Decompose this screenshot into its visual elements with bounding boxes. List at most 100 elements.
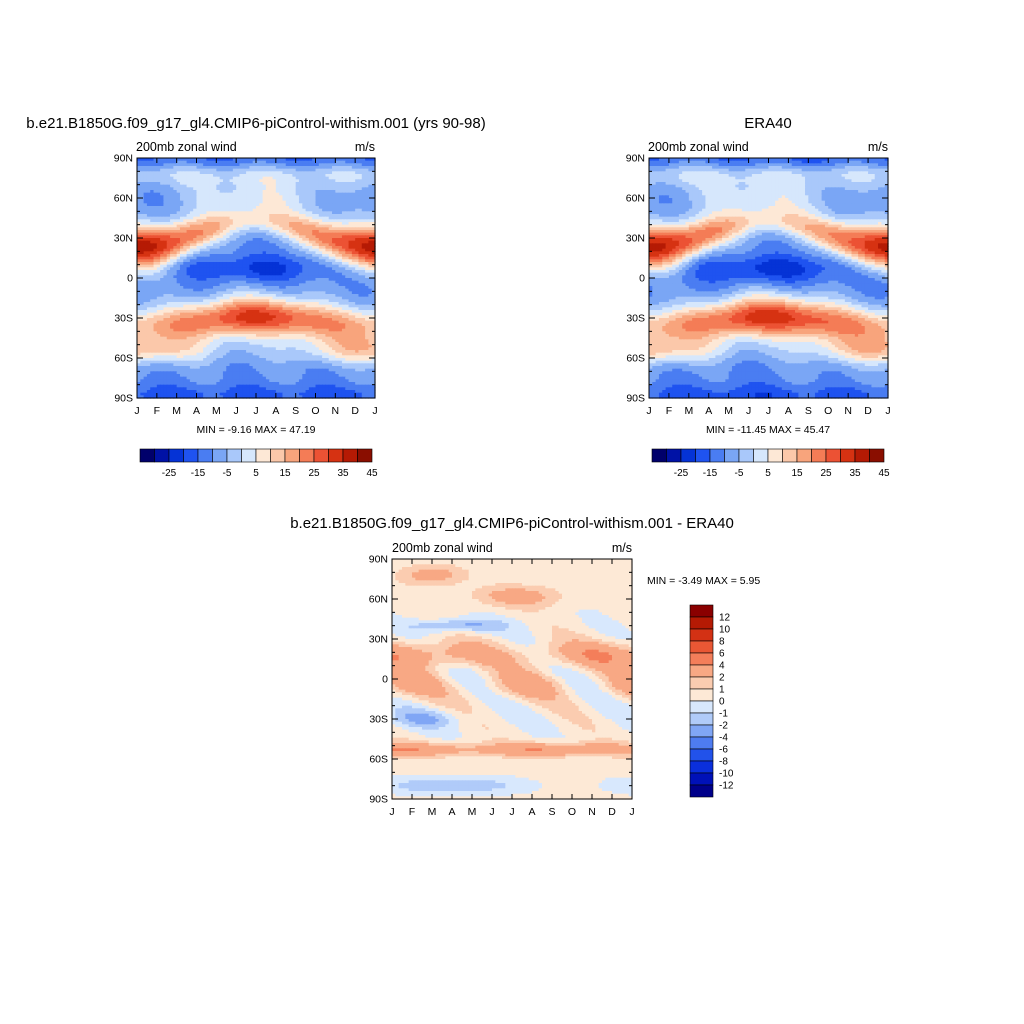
contour-cell — [199, 174, 204, 178]
contour-cell — [262, 160, 267, 164]
contour-cell — [176, 182, 181, 186]
contour-cell — [196, 166, 201, 170]
contour-cell — [305, 206, 310, 210]
contour-cell — [163, 211, 168, 215]
contour-cell — [365, 166, 369, 170]
contour-cell — [279, 158, 284, 162]
contour-cell — [335, 192, 340, 196]
contour-cell — [252, 190, 257, 194]
contour-cell — [275, 211, 280, 215]
contour-cell — [322, 203, 327, 207]
contour-cell — [358, 163, 363, 167]
contour-cell — [295, 190, 300, 194]
contour-cell — [226, 195, 231, 199]
contour-cell — [163, 216, 168, 220]
contour-cell — [199, 203, 204, 207]
contour-cell — [279, 160, 284, 164]
contour-cell — [289, 184, 293, 188]
contour-cell — [318, 187, 323, 191]
contour-cell — [246, 168, 250, 172]
contour-cell — [170, 206, 174, 210]
contour-cell — [216, 176, 221, 180]
contour-cell — [265, 195, 270, 199]
contour-cell — [279, 211, 284, 215]
contour-cell — [332, 160, 336, 164]
contour-cell — [358, 200, 363, 204]
contour-cell — [275, 171, 280, 175]
contour-cell — [322, 184, 327, 188]
contour-cell — [206, 163, 211, 167]
contour-cell — [176, 190, 181, 194]
contour-cell — [282, 182, 287, 186]
contour-cell — [341, 203, 346, 207]
contour-cell — [322, 190, 327, 194]
contour-cell — [222, 168, 227, 172]
contour-cell — [332, 195, 336, 199]
contour-cell — [348, 203, 353, 207]
contour-cell — [341, 163, 346, 167]
contour-cell — [341, 216, 346, 220]
contour-cell — [222, 187, 227, 191]
contour-cell — [345, 158, 350, 162]
contour-cell — [146, 192, 151, 196]
contour-cell — [348, 182, 353, 186]
contour-cell — [146, 203, 151, 207]
contour-cell — [305, 179, 310, 183]
contour-cell — [163, 190, 168, 194]
contour-cell — [262, 206, 267, 210]
contour-cell — [341, 160, 346, 164]
contour-cell — [351, 214, 356, 218]
contour-cell — [322, 166, 327, 170]
contour-cell — [193, 216, 198, 220]
contour-cell — [206, 216, 211, 220]
contour-cell — [295, 182, 300, 186]
contour-cell — [361, 198, 366, 202]
contour-cell — [239, 160, 244, 164]
contour-cell — [160, 168, 165, 172]
contour-cell — [365, 168, 369, 172]
contour-cell — [259, 206, 264, 210]
contour-cell — [249, 171, 254, 175]
contour-cell — [285, 190, 290, 194]
contour-cell — [242, 184, 247, 188]
contour-cell — [365, 192, 369, 196]
contour-cell — [249, 160, 254, 164]
contour-cell — [232, 200, 237, 204]
contour-cell — [358, 160, 363, 164]
contour-cell — [252, 163, 257, 167]
contour-cell — [153, 200, 158, 204]
contour-cell — [308, 208, 313, 212]
contour-cell — [282, 216, 287, 220]
contour-cell — [292, 200, 297, 204]
contour-cell — [216, 214, 221, 218]
contour-cell — [146, 174, 151, 178]
contour-cell — [242, 198, 247, 202]
contour-cell — [150, 211, 155, 215]
contour-cell — [173, 195, 178, 199]
contour-cell — [256, 195, 260, 199]
contour-cell — [170, 216, 174, 220]
contour-cell — [355, 187, 360, 191]
contour-cell — [282, 176, 287, 180]
contour-cell — [186, 163, 191, 167]
contour-cell — [368, 158, 373, 162]
contour-cell — [325, 171, 330, 175]
contour-cell — [315, 203, 320, 207]
contour-cell — [332, 214, 336, 218]
contour-cell — [216, 195, 221, 199]
contour-cell — [216, 206, 221, 210]
contour-cell — [332, 166, 336, 170]
contour-cell — [170, 203, 174, 207]
contour-cell — [170, 214, 174, 218]
contour-cell — [249, 206, 254, 210]
contour-cell — [203, 174, 208, 178]
contour-cell — [259, 203, 264, 207]
contour-cell — [219, 187, 224, 191]
contour-cell — [312, 216, 317, 220]
contour-cell — [170, 174, 174, 178]
contour-cell — [186, 208, 191, 212]
contour-cell — [265, 190, 270, 194]
contour-cell — [203, 179, 208, 183]
contour-cell — [229, 216, 234, 220]
contour-cell — [153, 179, 158, 183]
